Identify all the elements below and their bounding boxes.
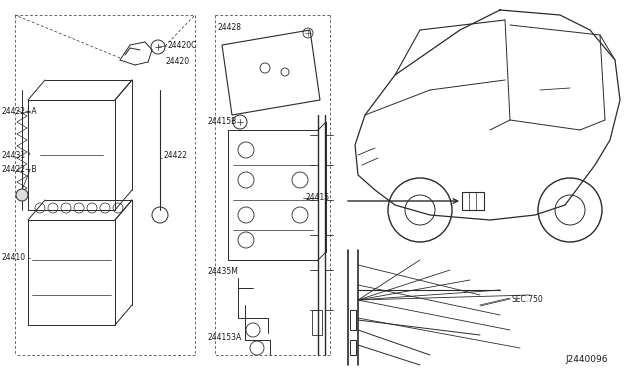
Text: 24415B: 24415B: [207, 118, 236, 126]
Text: 24422: 24422: [164, 151, 188, 160]
Text: 244153A: 244153A: [207, 334, 241, 343]
Text: 24428: 24428: [218, 23, 242, 32]
Text: 24420C: 24420C: [168, 42, 197, 51]
Bar: [312, 310, 322, 335]
Text: 24415: 24415: [305, 193, 329, 202]
Text: 24431: 24431: [2, 151, 26, 160]
Text: J2440096: J2440096: [565, 356, 607, 365]
Bar: [350, 310, 356, 330]
Text: 24410: 24410: [2, 253, 26, 263]
Circle shape: [16, 189, 28, 201]
Text: 24422+B: 24422+B: [2, 166, 38, 174]
Bar: [350, 340, 356, 355]
Text: 24435M: 24435M: [208, 267, 239, 276]
Text: SEC.750: SEC.750: [512, 295, 544, 305]
Bar: [462, 192, 484, 210]
Text: 24420: 24420: [165, 58, 189, 67]
Text: 24422+A: 24422+A: [2, 108, 38, 116]
